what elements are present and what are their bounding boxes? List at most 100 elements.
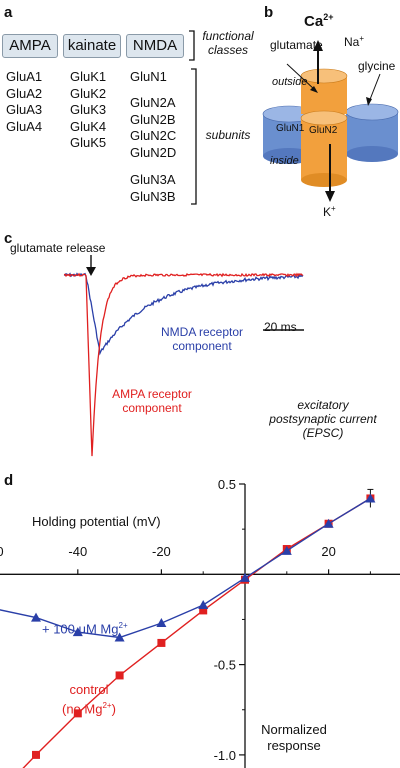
nmda-line2: component xyxy=(172,339,232,353)
na-charge: + xyxy=(359,34,365,43)
ylabel-line2: response xyxy=(267,738,321,753)
x-tick-label: -20 xyxy=(152,544,171,559)
control-charge: 2+ xyxy=(102,701,112,710)
panel-c-letter: c xyxy=(4,230,13,247)
epsc-line1: excitatory xyxy=(297,398,349,412)
ampa-component-label: AMPA receptor component xyxy=(100,387,204,415)
glun1-label: GluN1 xyxy=(276,123,305,134)
mg-text: + 100 μM Mg xyxy=(42,621,119,637)
na-ion-label: Na+ xyxy=(344,34,364,49)
subunit-gluK2: GluK2 xyxy=(70,85,107,101)
x-tick-label: 20 xyxy=(321,544,335,559)
subunit-gluK1: GluK1 xyxy=(70,69,107,84)
nmda-class-box: NMDA xyxy=(126,34,184,58)
ca-ion-label: Ca2+ xyxy=(304,12,333,30)
subunits-label: subunits xyxy=(205,128,251,142)
mg-point xyxy=(31,612,41,622)
glutamate-label: glutamate xyxy=(270,38,323,52)
release-arrowhead xyxy=(86,267,96,276)
ca-arrowhead xyxy=(313,40,323,51)
epsc-line3: (EPSC) xyxy=(302,426,344,440)
nmda-subunit-group2: GluN2A GluN2B GluN2C GluN2D xyxy=(130,95,176,161)
control-series-label: control (no Mg2+) xyxy=(62,682,116,717)
nmda-subunit-list: GluN1 xyxy=(130,69,167,86)
k-ion-label: K+ xyxy=(323,204,336,219)
subunit-gluK4: GluK4 xyxy=(70,118,107,134)
subunit-gluK3: GluK3 xyxy=(70,102,107,117)
y-tick-label: -1.0 xyxy=(214,748,236,763)
control-point xyxy=(115,671,124,680)
glun2-back-subunit xyxy=(300,68,348,114)
ampa-line2: component xyxy=(122,401,182,415)
glutamate-release-label: glutamate release xyxy=(10,241,106,255)
k-charge: + xyxy=(331,204,336,213)
control-line2: (no Mg2+) xyxy=(62,698,116,717)
mg-series-label: + 100 μM Mg2+ xyxy=(42,621,128,636)
epsc-label: excitatory postsynaptic current (EPSC) xyxy=(258,398,388,440)
ampa-line1: AMPA receptor xyxy=(112,387,192,401)
ca-charge: 2+ xyxy=(323,12,334,22)
subunit-gluN3A: GluN3A xyxy=(130,172,176,187)
subunit-gluA3: GluA3 xyxy=(6,102,43,117)
y-tick-label: -0.5 xyxy=(214,658,236,673)
mg-point xyxy=(198,600,209,610)
control-line1: control xyxy=(69,682,109,697)
x-tick-label: -40 xyxy=(68,544,87,559)
outside-label: outside xyxy=(272,76,308,88)
panel-a-letter: a xyxy=(4,4,13,21)
epsc-line2: postsynaptic current xyxy=(269,412,377,426)
ampa-subunit-list: GluA1 GluA2 GluA3 GluA4 xyxy=(6,69,42,135)
subunit-gluN2C: GluN2C xyxy=(130,128,177,143)
k-arrowhead xyxy=(325,191,335,202)
mg-point xyxy=(323,518,334,528)
glutamate-pointer xyxy=(286,63,316,91)
nmda-receptor-diagram xyxy=(262,40,399,202)
ylabel-line1: Normalized xyxy=(261,722,327,737)
classes-bracket xyxy=(189,30,195,61)
panel-d-letter: d xyxy=(4,472,14,489)
subunit-gluN2D: GluN2D xyxy=(130,144,177,160)
subunit-gluN1: GluN1 xyxy=(130,69,167,84)
x-tick-label: -60 xyxy=(0,544,4,559)
subunit-gluN2A: GluN2A xyxy=(130,95,176,110)
ca-text: Ca xyxy=(304,13,324,30)
mg-point xyxy=(240,572,250,582)
iv-curve-chart: -100-80-60-40-2020400.5-0.5-1.0 xyxy=(0,477,400,768)
mg-point xyxy=(72,627,83,637)
glun2-front-subunit xyxy=(300,110,348,187)
subunit-gluN3B: GluN3B xyxy=(130,188,176,204)
scale-bar-label: 20 ms xyxy=(264,320,297,334)
ampa-current-trace xyxy=(63,272,304,457)
control-line xyxy=(22,497,371,768)
control-paren: ) xyxy=(111,701,116,717)
control-point xyxy=(73,709,82,718)
inside-label: inside xyxy=(270,155,299,167)
nmda-line1: NMDA receptor xyxy=(160,325,244,339)
subunit-gluK5: GluK5 xyxy=(70,135,107,150)
mg-point xyxy=(281,545,292,555)
control-point xyxy=(199,606,208,615)
subunit-gluA2: GluA2 xyxy=(6,85,43,101)
k-text: K xyxy=(323,205,332,219)
ampa-class-box: AMPA xyxy=(2,34,58,58)
classes-label: classes xyxy=(207,43,248,57)
mg-charge: 2+ xyxy=(118,621,128,630)
control-point xyxy=(157,638,166,647)
subunits-bracket xyxy=(191,68,197,205)
mg-point xyxy=(365,493,376,503)
y-tick-label: 0.5 xyxy=(218,477,236,492)
functional-classes-label: functional classes xyxy=(196,29,260,57)
na-text: Na xyxy=(344,35,360,49)
x-axis-label: Holding potential (mV) xyxy=(32,514,161,529)
nmda-current-trace xyxy=(63,272,304,356)
y-axis-label: Normalized response xyxy=(258,722,330,754)
epsc-trace-plot xyxy=(63,255,304,457)
nmda-subunit-group3: GluN3A GluN3B xyxy=(130,172,176,205)
control-point xyxy=(32,750,40,759)
mg-point xyxy=(156,618,167,628)
subunit-gluA1: GluA1 xyxy=(6,69,43,84)
nmda-component-label: NMDA receptor component xyxy=(150,325,254,353)
glun2-label: GluN2 xyxy=(309,125,338,136)
glycine-pointer xyxy=(368,73,381,103)
kainate-subunit-list: GluK1 GluK2 GluK3 GluK4 GluK5 xyxy=(70,69,106,152)
